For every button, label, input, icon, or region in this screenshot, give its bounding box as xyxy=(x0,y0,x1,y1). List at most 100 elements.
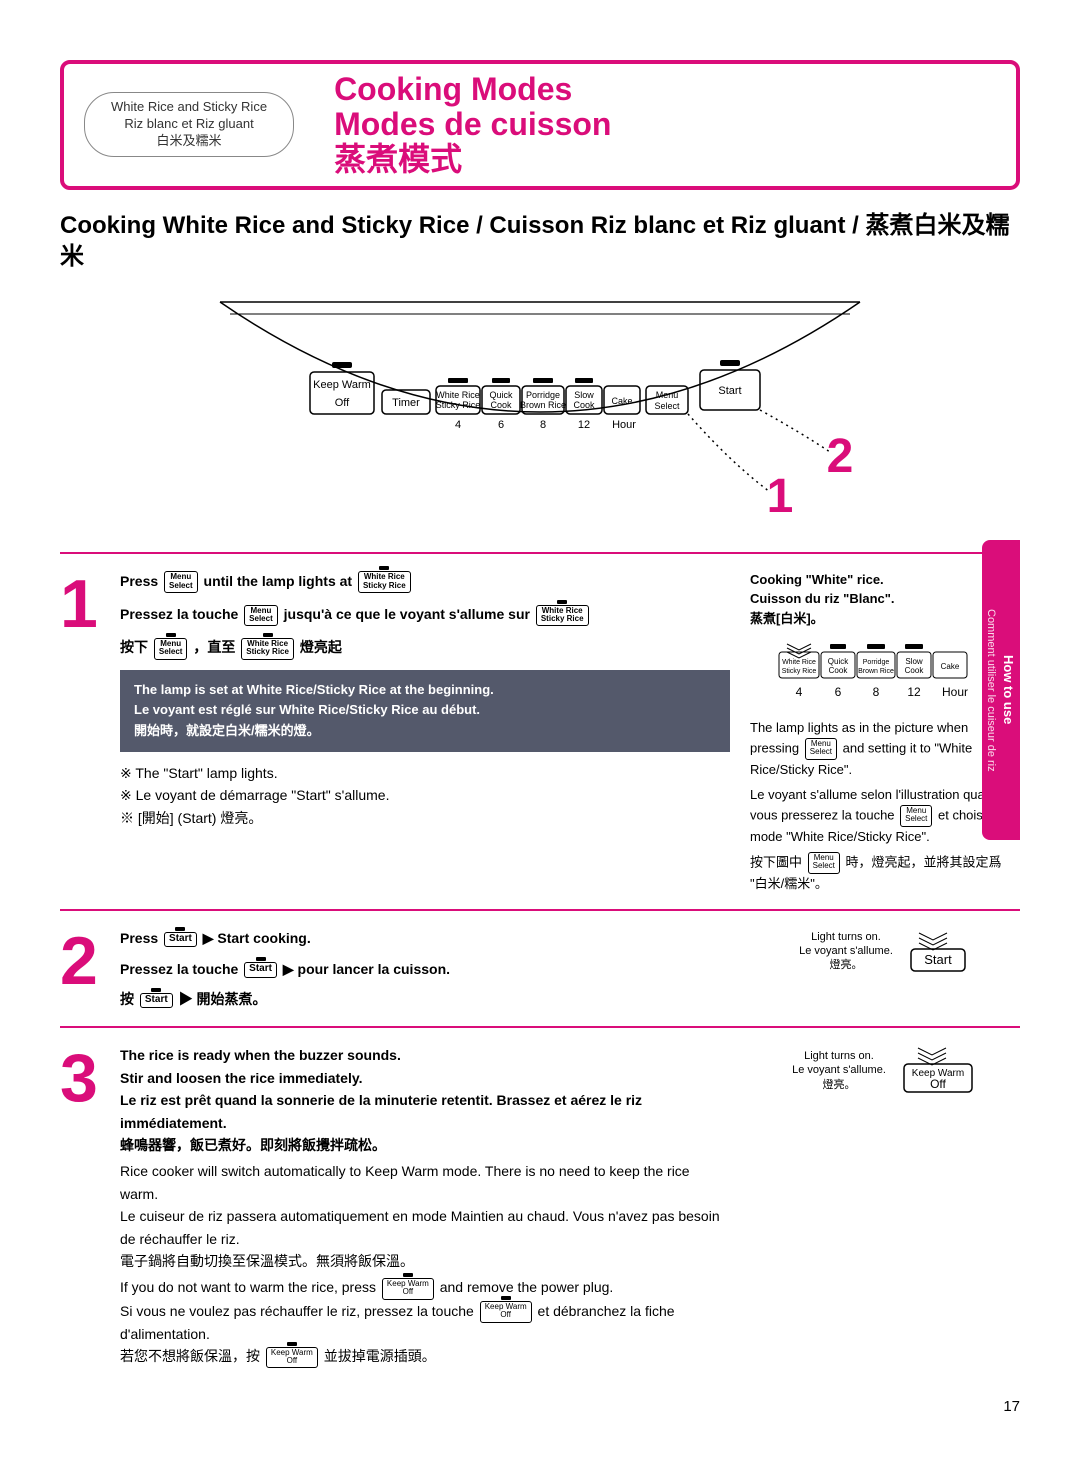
svg-text:Brown Rice: Brown Rice xyxy=(858,668,894,675)
page-number: 17 xyxy=(60,1398,1020,1415)
step-side: Light turns on. Le voyant s'allume. 燈亮。 … xyxy=(750,927,1020,975)
svg-text:Slow: Slow xyxy=(574,390,594,400)
txt: until the lamp lights at xyxy=(204,573,356,589)
txt: 電子鍋將自動切換至保溫模式。無須將飯保溫。 xyxy=(120,1250,730,1272)
keep-warm-indicator-icon: Keep Warm Off xyxy=(894,1044,978,1096)
steps: 1 Press MenuSelect until the lamp lights… xyxy=(60,552,1020,1368)
svg-text:White Rice: White Rice xyxy=(436,390,480,400)
keep-warm-off-key: Keep WarmOff xyxy=(382,1278,434,1300)
txt: 按下 xyxy=(120,639,152,655)
txt: Le voyant s'allume. xyxy=(799,944,893,958)
svg-text:Hour: Hour xyxy=(942,685,968,699)
title-en: Cooking Modes xyxy=(334,72,611,107)
txt: 蒸煮[白米]。 xyxy=(750,609,1020,629)
svg-text:Off: Off xyxy=(930,1077,946,1091)
txt: Press xyxy=(120,930,162,946)
section-heading: Cooking White Rice and Sticky Rice / Cui… xyxy=(60,210,1020,272)
mode-tab: White Rice and Sticky Rice Riz blanc et … xyxy=(84,92,294,157)
txt: 開始時，就設定白米/糯米的燈。 xyxy=(134,721,716,742)
txt: ※ The "Start" lamp lights. xyxy=(120,762,730,784)
svg-text:Cook: Cook xyxy=(829,666,849,675)
keep-warm-off-key: Keep WarmOff xyxy=(266,1347,318,1369)
start-key: Start xyxy=(164,932,197,948)
svg-text:4: 4 xyxy=(796,685,803,699)
step-number: 3 xyxy=(60,1044,120,1109)
txt: Light turns on. xyxy=(799,930,893,944)
txt: 按下圖中 xyxy=(750,854,806,869)
txt: The lamp is set at White Rice/Sticky Ric… xyxy=(134,680,716,701)
svg-text:Start: Start xyxy=(924,952,952,967)
txt: ▶ Start cooking. xyxy=(203,930,311,946)
step-side: Light turns on. Le voyant s'allume. 燈亮。 … xyxy=(750,1044,1020,1096)
svg-text:Cake: Cake xyxy=(611,396,632,406)
svg-text:Select: Select xyxy=(654,401,680,411)
txt: Cuisson du riz "Blanc". xyxy=(750,589,1020,609)
step-side: Cooking "White" rice. Cuisson du riz "Bl… xyxy=(750,570,1020,893)
white-rice-key: White RiceSticky Rice xyxy=(358,571,411,593)
svg-text:Brown Rice: Brown Rice xyxy=(520,400,566,410)
txt: 並拔掉電源插頭。 xyxy=(324,1348,436,1364)
txt: Comment utiliser le cuiseur de riz xyxy=(985,609,997,772)
txt: ※ [開始] (Start) 燈亮。 xyxy=(120,807,730,829)
svg-text:White Rice: White Rice xyxy=(782,659,816,666)
svg-text:Menu: Menu xyxy=(656,390,679,400)
txt: Le voyant est réglé sur White Rice/Stick… xyxy=(134,700,716,721)
txt: If you do not want to warm the rice, pre… xyxy=(120,1279,380,1295)
start-button: Start xyxy=(700,360,760,410)
start-key: Start xyxy=(140,993,173,1009)
menu-select-key: MenuSelect xyxy=(244,605,278,627)
menu-select-key: MenuSelect xyxy=(900,805,932,827)
txt: 燈亮。 xyxy=(792,1078,886,1092)
svg-text:Quick: Quick xyxy=(828,657,849,666)
header: White Rice and Sticky Rice Riz blanc et … xyxy=(60,60,1020,190)
svg-text:Porridge: Porridge xyxy=(863,659,890,666)
svg-text:8: 8 xyxy=(873,685,880,699)
svg-text:Sticky Rice: Sticky Rice xyxy=(436,400,481,410)
svg-text:Cook: Cook xyxy=(905,666,925,675)
keep-warm-off-key: Keep WarmOff xyxy=(480,1301,532,1323)
txt: Pressez la touche xyxy=(120,961,242,977)
svg-text:6: 6 xyxy=(498,419,504,431)
txt: ，直至 xyxy=(193,639,239,655)
step-body: Press MenuSelect until the lamp lights a… xyxy=(120,570,750,829)
svg-text:12: 12 xyxy=(907,685,921,699)
txt: How to use xyxy=(1001,655,1016,724)
menu-select-key: MenuSelect xyxy=(805,738,837,760)
svg-text:8: 8 xyxy=(540,419,546,431)
mode-buttons: White Rice Sticky Rice Quick Cook Porrid… xyxy=(436,378,640,431)
svg-text:Quick: Quick xyxy=(489,390,513,400)
txt: ▶ 開始蒸煮。 xyxy=(179,991,267,1007)
txt: 按 xyxy=(120,991,138,1007)
txt: 如何使用 xyxy=(968,668,980,712)
txt: and remove the power plug. xyxy=(440,1279,614,1295)
txt: 燈亮起 xyxy=(300,639,342,655)
step-number: 2 xyxy=(60,927,120,992)
marker-2: 2 xyxy=(827,430,854,483)
tab-cn: 白米及糯米 xyxy=(111,133,267,150)
svg-text:12: 12 xyxy=(578,419,590,431)
page-title: Cooking Modes Modes de cuisson 蒸煮模式 xyxy=(334,72,611,178)
txt: ▶ pour lancer la cuisson. xyxy=(283,961,450,977)
step-3: 3 The rice is ready when the buzzer soun… xyxy=(60,1026,1020,1368)
timer-button: Timer xyxy=(382,390,430,414)
svg-text:Cake: Cake xyxy=(941,662,960,671)
txt: ※ Le voyant de démarrage "Start" s'allum… xyxy=(120,784,730,806)
menu-select-key: MenuSelect xyxy=(164,571,198,593)
control-panel-diagram: Keep Warm Off Timer White Rice Sticky Ri… xyxy=(180,292,900,552)
txt: Le voyant s'allume. xyxy=(792,1063,886,1077)
txt: Light turns on. xyxy=(792,1049,886,1063)
svg-text:Off: Off xyxy=(335,397,350,409)
svg-text:Keep Warm: Keep Warm xyxy=(313,379,371,391)
white-rice-key: White RiceSticky Rice xyxy=(241,638,294,660)
svg-text:Hour: Hour xyxy=(612,419,636,431)
svg-text:Start: Start xyxy=(718,385,741,397)
svg-text:6: 6 xyxy=(835,685,842,699)
tab-fr: Riz blanc et Riz gluant xyxy=(111,116,267,133)
step-1: 1 Press MenuSelect until the lamp lights… xyxy=(60,552,1020,909)
svg-text:Timer: Timer xyxy=(392,397,420,409)
txt: Cooking "White" rice. xyxy=(750,570,1020,590)
txt: 蜂鳴器響，飯已煮好。即刻將飯攪拌疏松。 xyxy=(120,1134,730,1156)
svg-text:4: 4 xyxy=(455,419,461,431)
step-body: The rice is ready when the buzzer sounds… xyxy=(120,1044,750,1368)
title-cn: 蒸煮模式 xyxy=(334,142,611,177)
